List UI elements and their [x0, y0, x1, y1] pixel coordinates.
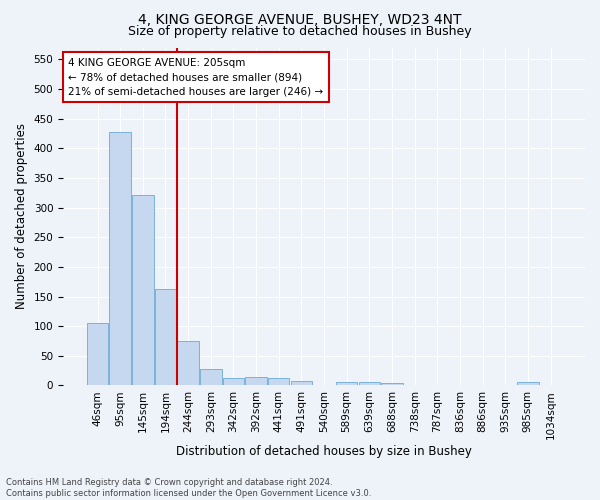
Bar: [178, 341, 199, 386]
Bar: [132, 194, 154, 386]
Bar: [336, 382, 358, 386]
Text: Size of property relative to detached houses in Bushey: Size of property relative to detached ho…: [128, 25, 472, 38]
Bar: [268, 378, 289, 386]
Bar: [109, 132, 131, 386]
Text: 4, KING GEORGE AVENUE, BUSHEY, WD23 4NT: 4, KING GEORGE AVENUE, BUSHEY, WD23 4NT: [138, 12, 462, 26]
Bar: [155, 289, 176, 386]
Bar: [223, 378, 244, 386]
Bar: [245, 377, 267, 386]
Bar: [517, 382, 539, 386]
Bar: [290, 380, 312, 386]
Text: Contains HM Land Registry data © Crown copyright and database right 2024.
Contai: Contains HM Land Registry data © Crown c…: [6, 478, 371, 498]
Bar: [381, 383, 403, 386]
X-axis label: Distribution of detached houses by size in Bushey: Distribution of detached houses by size …: [176, 444, 472, 458]
Bar: [200, 370, 221, 386]
Bar: [359, 382, 380, 386]
Text: 4 KING GEORGE AVENUE: 205sqm
← 78% of detached houses are smaller (894)
21% of s: 4 KING GEORGE AVENUE: 205sqm ← 78% of de…: [68, 58, 323, 97]
Y-axis label: Number of detached properties: Number of detached properties: [15, 124, 28, 310]
Bar: [87, 323, 108, 386]
